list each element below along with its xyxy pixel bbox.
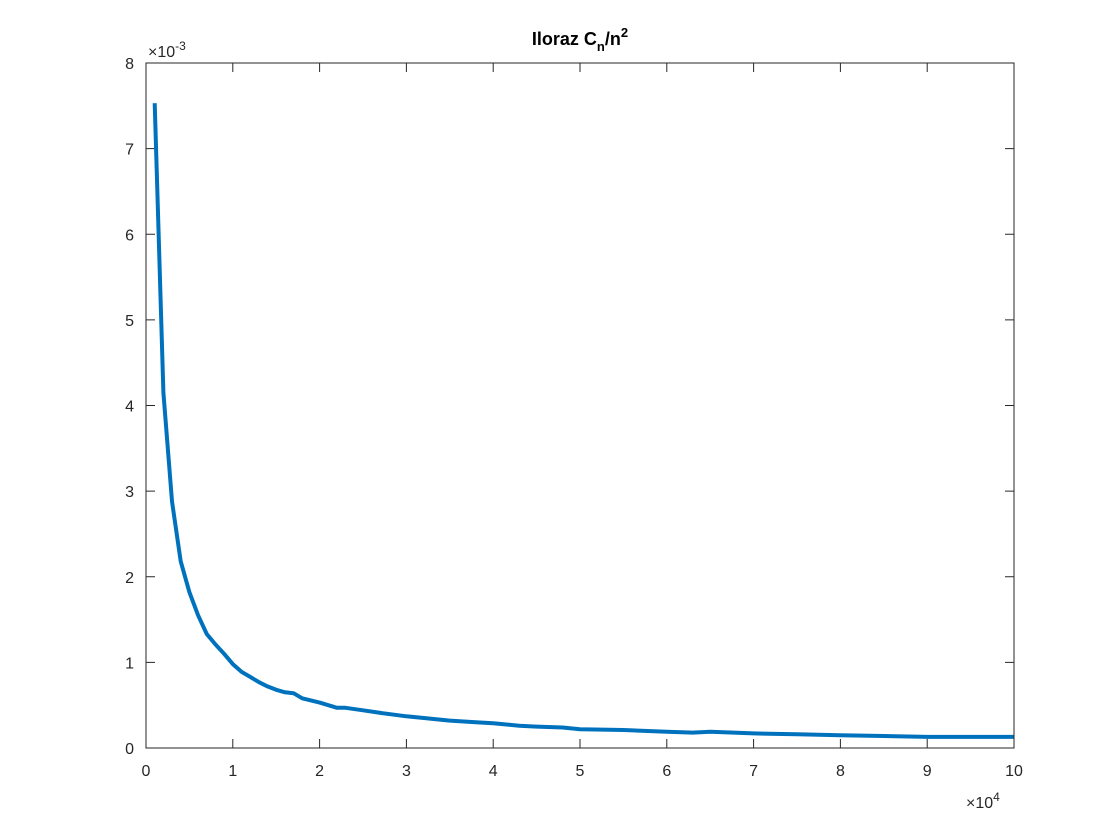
y-tick-label: 7 bbox=[125, 142, 134, 159]
y-tick-label: 4 bbox=[125, 399, 134, 416]
y-tick-label: 6 bbox=[125, 227, 134, 244]
x-exponent-power: 4 bbox=[993, 790, 1000, 804]
series-line bbox=[152, 103, 1014, 739]
y-tick-label: 0 bbox=[125, 741, 134, 758]
y-tick-labels: 0 1 2 3 4 5 6 7 8 bbox=[125, 56, 134, 758]
x-tick-labels: 0 1 2 3 4 5 6 7 8 9 10 bbox=[142, 763, 1023, 780]
y-tick-label: 1 bbox=[125, 655, 134, 672]
y-tick-label: 2 bbox=[125, 570, 134, 587]
title-main: Iloraz C bbox=[532, 29, 597, 49]
series-layer bbox=[152, 103, 1014, 739]
x-tick-label: 4 bbox=[489, 763, 498, 780]
y-axis-exponent: ×10-3 bbox=[148, 39, 186, 61]
x-exponent-prefix: ×10 bbox=[966, 795, 993, 812]
y-tick-label: 8 bbox=[125, 56, 134, 73]
x-tick-label: 9 bbox=[923, 763, 932, 780]
x-tick-label: 8 bbox=[836, 763, 845, 780]
axes-box bbox=[145, 62, 1015, 749]
x-tick-label: 3 bbox=[402, 763, 411, 780]
x-tick-label: 7 bbox=[749, 763, 758, 780]
x-axis-exponent: ×104 bbox=[966, 790, 1000, 812]
title-subscript: n bbox=[597, 39, 605, 54]
y-tick-label: 3 bbox=[125, 484, 134, 501]
y-tick-label: 5 bbox=[125, 313, 134, 330]
x-tick-label: 5 bbox=[576, 763, 585, 780]
chart-title: Iloraz Cn/n2 bbox=[532, 25, 628, 54]
plot-area bbox=[146, 63, 1014, 748]
y-exponent-power: -3 bbox=[175, 39, 186, 53]
x-tick-label: 0 bbox=[142, 763, 151, 780]
title-superscript: 2 bbox=[621, 25, 628, 40]
x-tick-label: 2 bbox=[315, 763, 324, 780]
title-mid: /n bbox=[605, 29, 621, 49]
y-exponent-prefix: ×10 bbox=[148, 44, 175, 61]
x-tick-label: 6 bbox=[662, 763, 671, 780]
x-tick-label: 10 bbox=[1005, 763, 1023, 780]
x-tick-label: 1 bbox=[228, 763, 237, 780]
